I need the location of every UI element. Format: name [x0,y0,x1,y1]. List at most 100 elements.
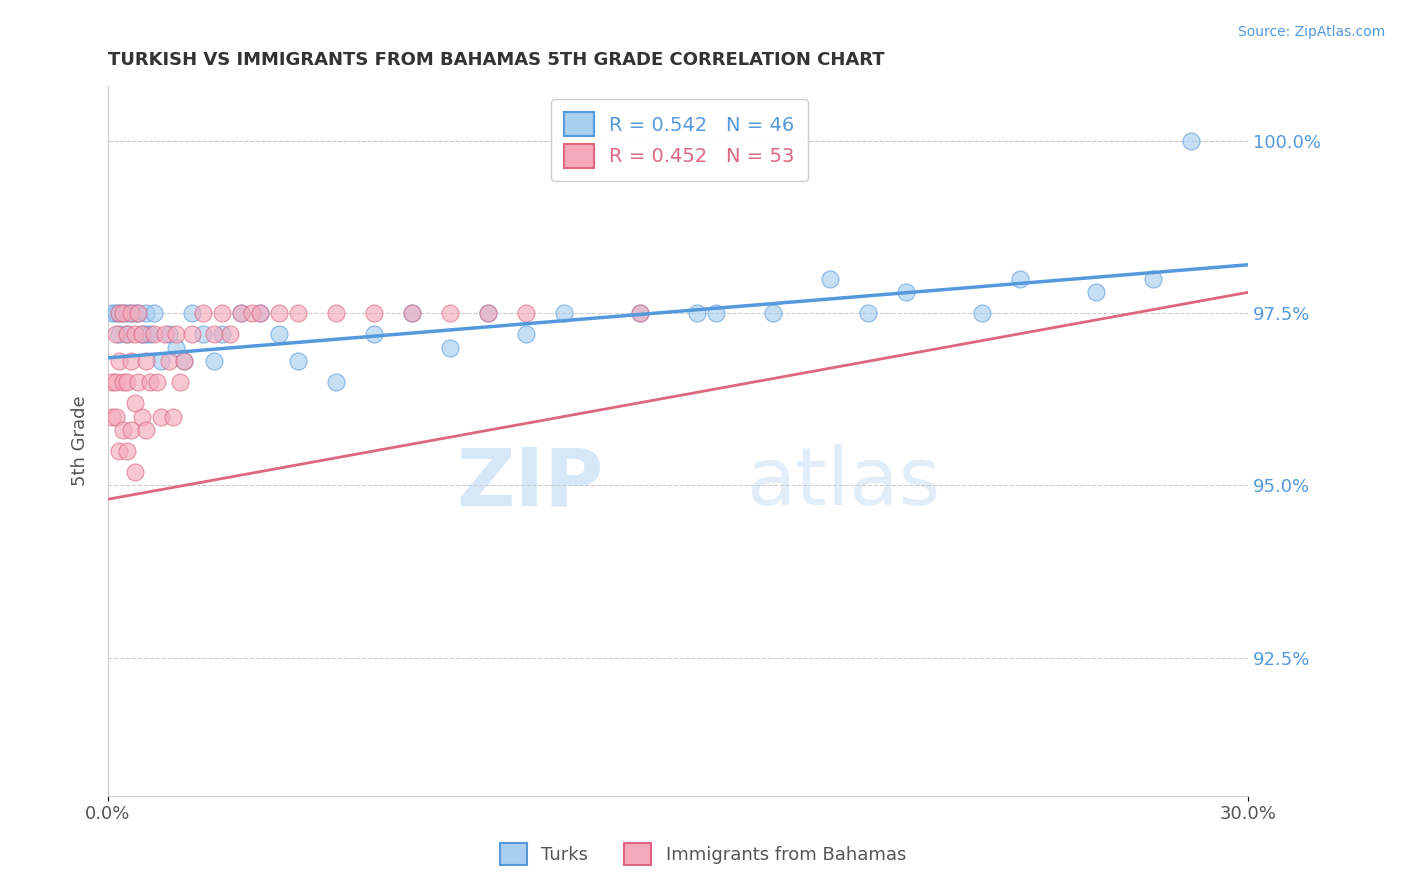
Point [240,306,263,320]
Point [124,395,146,409]
Point [211,326,233,341]
Text: atlas: atlas [747,444,941,522]
Legend: Turks, Immigrants from Bahamas: Turks, Immigrants from Bahamas [492,836,914,872]
Point [115,375,138,389]
Point [191,326,214,341]
Point [150,409,173,424]
Point [120,354,142,368]
Point [477,306,499,320]
Point [686,306,709,320]
Point [1008,271,1031,285]
Point [401,306,423,320]
Point [249,306,271,320]
Point [818,271,841,285]
Point [202,354,225,368]
Point [401,306,423,320]
Point [173,354,195,368]
Point [108,306,131,320]
Point [325,306,347,320]
Point [553,306,575,320]
Point [146,375,169,389]
Point [202,326,225,341]
Point [124,465,146,479]
Point [108,326,131,341]
Point [439,306,461,320]
Point [970,306,993,320]
Point [135,423,157,437]
Point [173,354,195,368]
Point [249,306,271,320]
Point [131,326,153,341]
Point [762,306,785,320]
Point [1142,271,1164,285]
Point [108,354,131,368]
Point [120,423,142,437]
Point [127,306,149,320]
Point [115,444,138,458]
Point [325,375,347,389]
Point [229,306,252,320]
Point [165,341,187,355]
Point [104,409,127,424]
Point [165,326,187,341]
Point [108,306,131,320]
Point [267,326,290,341]
Point [363,306,385,320]
Point [1180,134,1202,148]
Text: TURKISH VS IMMIGRANTS FROM BAHAMAS 5TH GRADE CORRELATION CHART: TURKISH VS IMMIGRANTS FROM BAHAMAS 5TH G… [108,51,884,69]
Point [1084,285,1107,300]
Y-axis label: 5th Grade: 5th Grade [72,395,89,486]
Point [108,444,131,458]
Point [439,341,461,355]
Point [628,306,651,320]
Point [104,375,127,389]
Point [704,306,727,320]
Point [287,306,309,320]
Point [115,306,138,320]
Point [139,375,162,389]
Point [124,326,146,341]
Point [101,306,124,320]
Point [180,306,202,320]
Text: Source: ZipAtlas.com: Source: ZipAtlas.com [1237,25,1385,39]
Point [120,306,142,320]
Point [101,409,124,424]
Point [477,306,499,320]
Point [127,375,149,389]
Point [218,326,240,341]
Text: ZIP: ZIP [457,444,603,522]
Point [135,354,157,368]
Point [112,306,135,320]
Point [267,306,290,320]
Point [180,326,202,341]
Point [104,306,127,320]
Point [135,326,157,341]
Point [515,306,537,320]
Legend: R = 0.542   N = 46, R = 0.452   N = 53: R = 0.542 N = 46, R = 0.452 N = 53 [551,99,808,181]
Point [229,306,252,320]
Point [112,423,135,437]
Point [363,326,385,341]
Point [139,326,162,341]
Point [515,326,537,341]
Point [127,306,149,320]
Point [131,409,153,424]
Point [112,306,135,320]
Point [211,306,233,320]
Point [287,354,309,368]
Point [894,285,917,300]
Point [142,306,165,320]
Point [157,354,180,368]
Point [120,306,142,320]
Point [628,306,651,320]
Point [104,326,127,341]
Point [169,375,191,389]
Point [191,306,214,320]
Point [124,306,146,320]
Point [157,326,180,341]
Point [131,326,153,341]
Point [162,409,184,424]
Point [142,326,165,341]
Point [135,306,157,320]
Point [856,306,879,320]
